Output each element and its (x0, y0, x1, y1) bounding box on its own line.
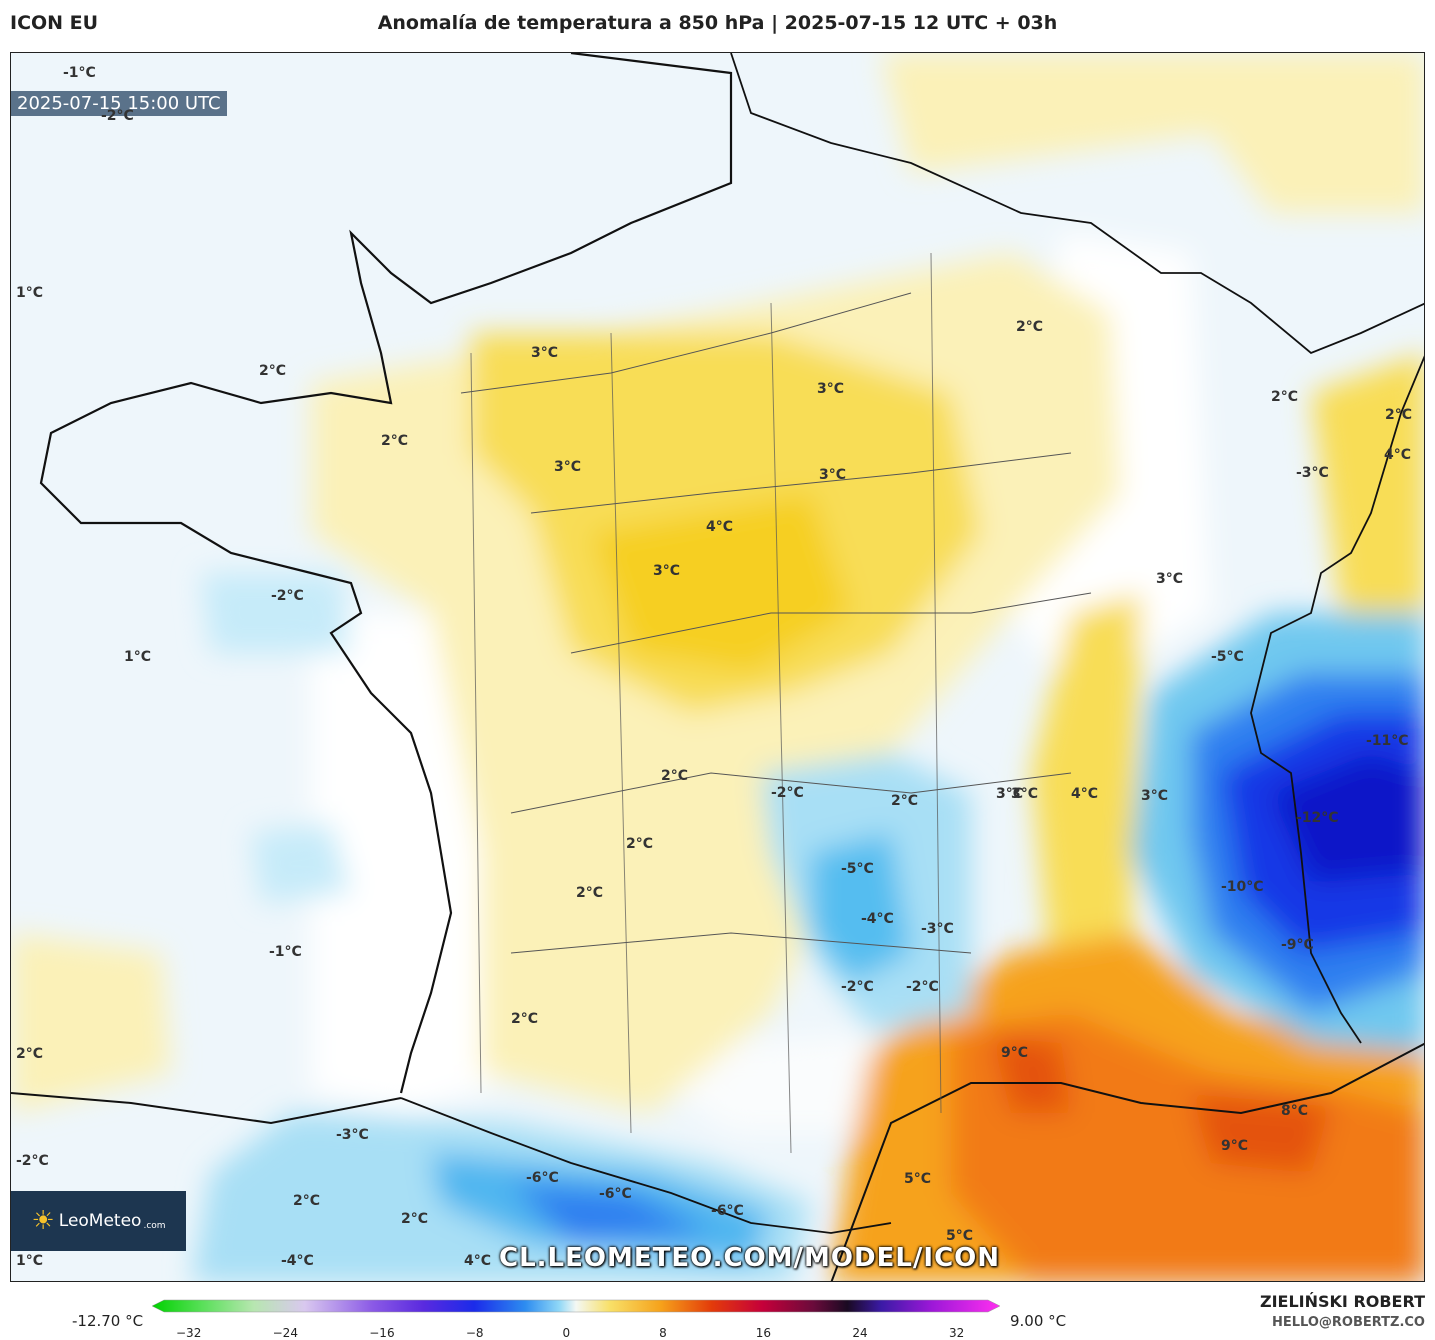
contour-label: 2°C (381, 433, 409, 449)
author-credit: ZIELIŃSKI ROBERT HELLO@ROBERTZ.CO (1260, 1292, 1425, 1330)
contour-label: -2°C (16, 1153, 49, 1169)
valid-time-badge: 2025-07-15 15:00 UTC (11, 91, 227, 116)
contour-label: -2°C (771, 785, 804, 801)
contour-label: 9°C (1001, 1045, 1029, 1061)
contour-label: -2°C (906, 979, 939, 995)
contour-label: -10°C (1221, 879, 1264, 895)
contour-label: 8°C (1281, 1103, 1309, 1119)
contour-label: 2°C (1016, 319, 1044, 335)
contour-label: -2°C (271, 588, 304, 604)
leometeo-logo[interactable]: ☀ LeoMeteo .com (11, 1191, 186, 1251)
contour-label: 2°C (259, 363, 287, 379)
contour-label: 2°C (16, 1046, 44, 1062)
contour-label: -5°C (841, 861, 874, 877)
contour-label: 3°C (1011, 786, 1039, 802)
contour-label: -5°C (1211, 649, 1244, 665)
contour-label: 3°C (1141, 788, 1169, 804)
contour-label: 2°C (401, 1211, 429, 1227)
contour-label: 2°C (1271, 389, 1299, 405)
colorbar-tick-label: −16 (369, 1326, 395, 1340)
contour-label: -6°C (526, 1170, 559, 1186)
contour-label: -2°C (101, 108, 134, 124)
legend-max-label: 9.00 °C (1010, 1312, 1067, 1330)
contour-label: 4°C (706, 519, 734, 535)
contour-label: -9°C (1281, 937, 1314, 953)
colorbar-tick-label: −32 (176, 1326, 202, 1340)
contour-label: 2°C (293, 1193, 321, 1209)
contour-label: -3°C (336, 1127, 369, 1143)
contour-label: 2°C (891, 793, 919, 809)
contour-label: 3°C (554, 459, 582, 475)
contour-label: 5°C (904, 1171, 932, 1187)
contour-label: 3°C (653, 563, 681, 579)
contour-label: 2°C (576, 885, 604, 901)
contour-label: 1°C (124, 649, 152, 665)
contour-label: -1°C (63, 65, 96, 81)
contour-label: 2°C (1385, 407, 1413, 423)
contour-label: -1°C (269, 944, 302, 960)
contour-label: 3°C (1156, 571, 1184, 587)
contour-label: 2°C (511, 1011, 539, 1027)
contour-label: 1°C (16, 1253, 44, 1269)
colorbar-tick-label: 16 (755, 1326, 772, 1340)
legend-min-label: -12.70 °C (72, 1312, 144, 1330)
author-name: ZIELIŃSKI ROBERT (1259, 1292, 1425, 1311)
author-email[interactable]: HELLO@ROBERTZ.CO (1271, 1315, 1425, 1330)
contour-label: -11°C (1366, 733, 1409, 749)
contour-label: -3°C (1296, 465, 1329, 481)
contour-label: 4°C (1071, 786, 1099, 802)
sun-icon: ☀ (31, 1206, 55, 1236)
colorbar (151, 1299, 1001, 1313)
color-legend: -12.70 °C (0, 1290, 1435, 1340)
contour-label: 3°C (996, 786, 1024, 802)
temperature-anomaly-map[interactable]: 2025-07-15 15:00 UTC -1°C -2°C 1°C 2°C 3°C 2°… (10, 52, 1425, 1282)
logo-text: LeoMeteo (58, 1211, 142, 1231)
contour-label: 2°C (661, 768, 689, 784)
contour-label: -4°C (281, 1253, 314, 1269)
colorbar-tick-label: 0 (562, 1326, 571, 1340)
contour-label: -6°C (599, 1186, 632, 1202)
contour-label: 5°C (946, 1228, 974, 1244)
contour-label: -3°C (921, 921, 954, 937)
contour-label: 4°C (464, 1253, 492, 1269)
watermark-url: CL.LEOMETEO.COM/MODEL/ICON (499, 1243, 1001, 1273)
colorbar-tick-label: −24 (272, 1326, 298, 1340)
contour-label: 1°C (16, 285, 44, 301)
map-title: Anomalía de temperatura a 850 hPa | 2025… (377, 12, 1058, 34)
contour-label: -4°C (861, 911, 894, 927)
map-canvas (11, 53, 1424, 1281)
logo-suffix: .com (143, 1221, 166, 1231)
contour-label: 9°C (1221, 1138, 1249, 1154)
colorbar-tick-label: 32 (949, 1326, 965, 1340)
contour-label: -6°C (711, 1203, 744, 1219)
contour-label: 3°C (817, 381, 845, 397)
contour-label: 2°C (626, 836, 654, 852)
colorbar-tick-label: −8 (465, 1326, 484, 1340)
colorbar-tick-label: 24 (852, 1326, 868, 1340)
contour-label: 3°C (819, 467, 847, 483)
contour-label: -12°C (1296, 810, 1339, 826)
model-name: ICON EU (10, 12, 99, 34)
contour-label: 4°C (1384, 447, 1412, 463)
colorbar-tick-label: 8 (659, 1326, 667, 1340)
contour-label: -2°C (841, 979, 874, 995)
contour-label: 3°C (531, 345, 559, 361)
